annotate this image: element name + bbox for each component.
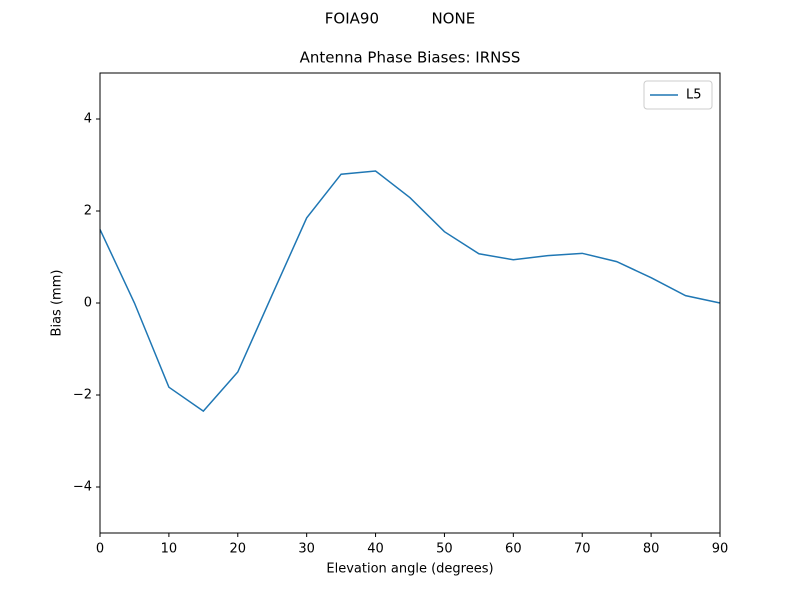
axes-frame — [99, 72, 721, 534]
x-tick-label: 40 — [367, 542, 384, 557]
y-tick-label: 0 — [84, 296, 92, 311]
x-tick-label: 80 — [643, 542, 660, 557]
suptitle: FOIA90 NONE — [325, 10, 475, 28]
x-tick-label: 30 — [298, 542, 315, 557]
y-tick-label: 2 — [84, 204, 92, 219]
y-axis-label: Bias (mm) — [50, 270, 65, 337]
x-tick-label: 50 — [436, 542, 453, 557]
legend-label: L5 — [686, 88, 702, 103]
x-tick-label: 60 — [505, 542, 522, 557]
y-tick-label: −4 — [73, 480, 92, 495]
chart-title: Antenna Phase Biases: IRNSS — [300, 49, 521, 67]
x-tick-label: 90 — [712, 542, 729, 557]
x-tick-label: 70 — [574, 542, 591, 557]
x-tick-label: 0 — [96, 542, 104, 557]
line-series — [99, 170, 721, 413]
x-tick-label: 20 — [230, 542, 247, 557]
x-tick-label: 10 — [161, 542, 178, 557]
y-tick-label: −2 — [73, 388, 92, 403]
x-axis-label: Elevation angle (degrees) — [326, 562, 493, 577]
y-tick-label: 4 — [84, 112, 92, 127]
